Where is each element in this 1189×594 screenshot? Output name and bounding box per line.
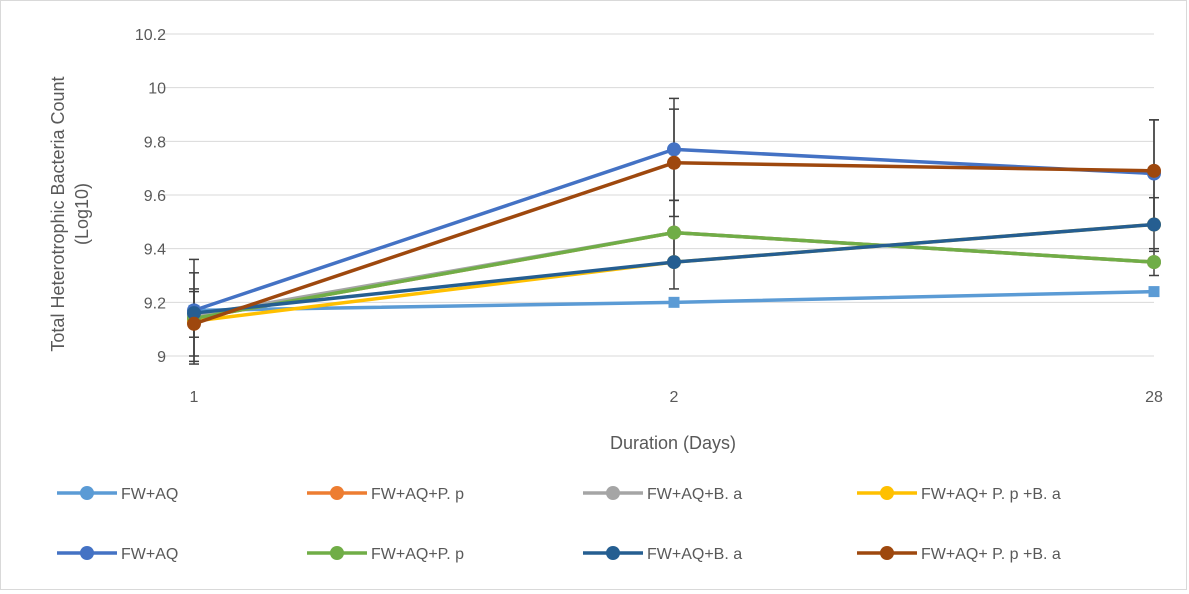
legend-label: FW+AQ+B. a (647, 486, 742, 503)
legend-item: FW+AQ+P. p (307, 546, 464, 563)
legend-swatch-marker (80, 486, 94, 500)
y-tick-label: 10 (148, 81, 166, 98)
data-point (667, 225, 681, 240)
legend-label: FW+AQ (121, 546, 178, 563)
data-point (1147, 163, 1161, 178)
x-axis-tick-labels: 1 2 28 (190, 389, 1163, 406)
legend-item: FW+AQ+B. a (583, 486, 742, 503)
legend-label: FW+AQ+P. p (371, 546, 464, 563)
data-point (668, 296, 680, 308)
legend-swatch-marker (80, 546, 94, 560)
legend-swatch-marker (880, 486, 894, 500)
data-point (667, 142, 681, 157)
x-tick-label: 2 (670, 389, 679, 406)
gridlines (159, 33, 1154, 357)
data-series (187, 142, 1161, 331)
legend: FW+AQ FW+AQ+P. p FW+AQ+B. a FW+AQ+ P. p +B.… (57, 486, 1061, 563)
legend-label: FW+AQ (121, 486, 178, 503)
y-axis-title-line2: (Log10) (72, 183, 92, 245)
data-point (187, 316, 201, 331)
legend-label: FW+AQ+ P. p +B. a (921, 546, 1061, 563)
y-tick-label: 9.2 (144, 295, 166, 312)
y-tick-label: 9.6 (144, 188, 166, 205)
data-point (667, 155, 681, 170)
y-tick-label: 9 (157, 349, 166, 366)
legend-item: FW+AQ+P. p (307, 486, 464, 503)
legend-swatch-marker (606, 546, 620, 560)
y-tick-label: 9.8 (144, 134, 166, 151)
legend-swatch-marker (330, 546, 344, 560)
series-8 (187, 155, 1161, 331)
data-point (1147, 255, 1161, 270)
data-point (1147, 217, 1161, 232)
y-axis-title-line1: Total Heterotrophic Bacteria Count (48, 76, 68, 351)
legend-item: FW+AQ+ P. p +B. a (857, 486, 1061, 503)
y-tick-label: 10.2 (135, 27, 166, 44)
data-point (187, 306, 201, 321)
legend-swatch-marker (330, 486, 344, 500)
data-point (1148, 286, 1160, 298)
legend-swatch-marker (880, 546, 894, 560)
y-tick-label: 9.4 (144, 242, 166, 259)
legend-swatch-marker (606, 486, 620, 500)
legend-label: FW+AQ+P. p (371, 486, 464, 503)
series-7 (187, 217, 1161, 321)
legend-label: FW+AQ+ P. p +B. a (921, 486, 1061, 503)
y-axis-tick-labels: 9 9.2 9.4 9.6 9.8 10 10.2 (135, 27, 166, 366)
legend-item: FW+AQ+B. a (583, 546, 742, 563)
y-axis-title: Total Heterotrophic Bacteria Count (Log1… (48, 76, 92, 351)
legend-item: FW+AQ (57, 486, 178, 503)
legend-item: FW+AQ (57, 546, 178, 563)
x-tick-label: 1 (190, 389, 199, 406)
data-point (667, 255, 681, 270)
x-axis-title: Duration (Days) (610, 433, 736, 453)
legend-item: FW+AQ+ P. p +B. a (857, 546, 1061, 563)
legend-label: FW+AQ+B. a (647, 546, 742, 563)
x-tick-label: 28 (1145, 389, 1163, 406)
